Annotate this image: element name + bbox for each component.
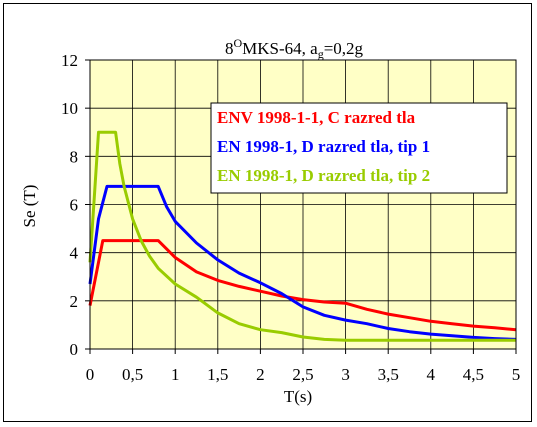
y-tick-label: 8 (70, 147, 79, 166)
title-main: MKS-64, a (242, 39, 318, 58)
x-tick-label: 0 (86, 365, 95, 384)
x-tick-label: 3,5 (378, 365, 399, 384)
x-tick-label: 3 (341, 365, 350, 384)
x-tick-label: 2 (256, 365, 265, 384)
title-suffix: =0,2g (324, 39, 364, 58)
y-tick-label: 6 (70, 196, 79, 215)
series-line-3 (88, 130, 516, 342)
legend-entry-1: ENV 1998-1-1, C razred tla (217, 108, 416, 127)
x-tick-label: 1,5 (207, 365, 228, 384)
chart-title: 8OMKS-64, ag=0,2g (225, 36, 364, 61)
legend: ENV 1998-1-1, C razred tla EN 1998-1, D … (210, 102, 508, 194)
title-subscript: g (318, 47, 324, 61)
x-tick-label: 0,5 (122, 365, 143, 384)
title-prefix: 8 (225, 39, 234, 58)
x-tick-label: 4 (427, 365, 436, 384)
x-tick-label: 4,5 (463, 365, 484, 384)
legend-entry-2: EN 1998-1, D razred tla, tip 1 (217, 137, 430, 156)
x-tick-label: 5 (512, 365, 521, 384)
series-line-1 (88, 239, 517, 332)
x-tick-label: 2,5 (292, 365, 313, 384)
y-tick-label: 10 (61, 99, 78, 118)
chart-frame: 0 2 4 6 8 10 12 0 0,5 1 1,5 2 2,5 3 3,5 4 4,5 5 8OMKS-64,… (3, 3, 532, 422)
y-tick-label: 0 (70, 340, 79, 359)
x-axis-title: T(s) (284, 387, 312, 406)
x-tick-label: 1 (171, 365, 180, 384)
y-tick-label: 4 (70, 244, 79, 263)
legend-box (210, 102, 508, 194)
legend-entry-3: EN 1998-1, D razred tla, tip 2 (217, 166, 430, 185)
series-line-2 (88, 184, 517, 341)
y-axis-title: Se (T) (20, 185, 39, 228)
title-superscript: O (233, 36, 242, 50)
y-tick-label: 2 (70, 292, 79, 311)
y-tick-label: 12 (61, 51, 78, 70)
